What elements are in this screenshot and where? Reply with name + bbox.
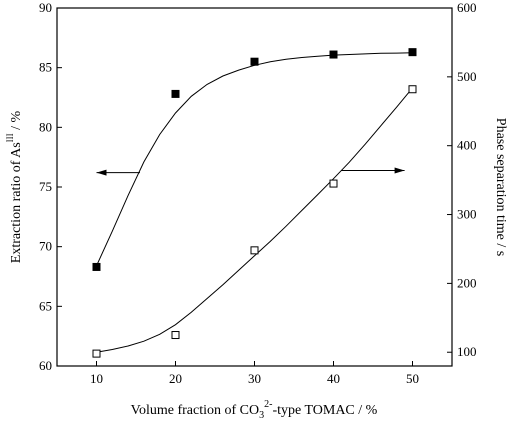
- x-tick-label: 40: [327, 371, 340, 386]
- series-0-point: [408, 48, 417, 57]
- right-y-tick-label: 300: [457, 207, 477, 222]
- left-axis-title: Extraction ratio of AsIII / %: [5, 110, 24, 263]
- series-1-point: [92, 349, 101, 358]
- series-0-curve: [96, 52, 413, 267]
- right-y-tick-label: 500: [457, 69, 477, 84]
- series-1-curve: [96, 87, 413, 353]
- x-tick-label: 50: [406, 371, 419, 386]
- left-axis-arrow-head: [96, 169, 107, 176]
- x-tick-label: 20: [169, 371, 182, 386]
- left-axis-arrow: [96, 169, 140, 176]
- series-0-point: [250, 57, 259, 66]
- arrows: [96, 167, 405, 176]
- left-y-tick-label: 75: [39, 179, 52, 194]
- left-y-tick-label: 90: [39, 0, 52, 15]
- left-y-tick-label: 65: [39, 298, 52, 313]
- left-y-tick-label: 70: [39, 239, 52, 254]
- right-y-tick-label: 600: [457, 0, 477, 15]
- markers: [92, 48, 417, 358]
- series-1-point: [250, 246, 259, 255]
- series-0-point: [92, 262, 101, 271]
- series-1-point: [171, 331, 180, 340]
- x-axis-title: Volume fraction of CO32--type TOMAC / %: [131, 399, 378, 421]
- right-axis-arrow: [341, 167, 405, 174]
- series-0-point: [329, 50, 338, 59]
- curves: [96, 52, 413, 353]
- left-y-tick-label: 60: [39, 358, 52, 373]
- ticks: 10 20 30 40 50 60 65 70 75 80 85 90 100 200 300 400 500 6…: [39, 0, 477, 386]
- x-tick-label: 10: [90, 371, 103, 386]
- series-1-point: [329, 179, 338, 188]
- right-y-tick-label: 400: [457, 138, 477, 153]
- left-y-tick-label: 85: [39, 60, 52, 75]
- x-tick-label: 30: [248, 371, 261, 386]
- series-1-point: [408, 85, 417, 94]
- left-y-tick-label: 80: [39, 119, 52, 134]
- series-0-point: [171, 89, 180, 98]
- right-y-tick-label: 200: [457, 275, 477, 290]
- right-axis-arrow-head: [394, 167, 405, 174]
- right-axis-title: Phase separation time / s: [493, 118, 508, 256]
- right-y-tick-label: 100: [457, 344, 477, 359]
